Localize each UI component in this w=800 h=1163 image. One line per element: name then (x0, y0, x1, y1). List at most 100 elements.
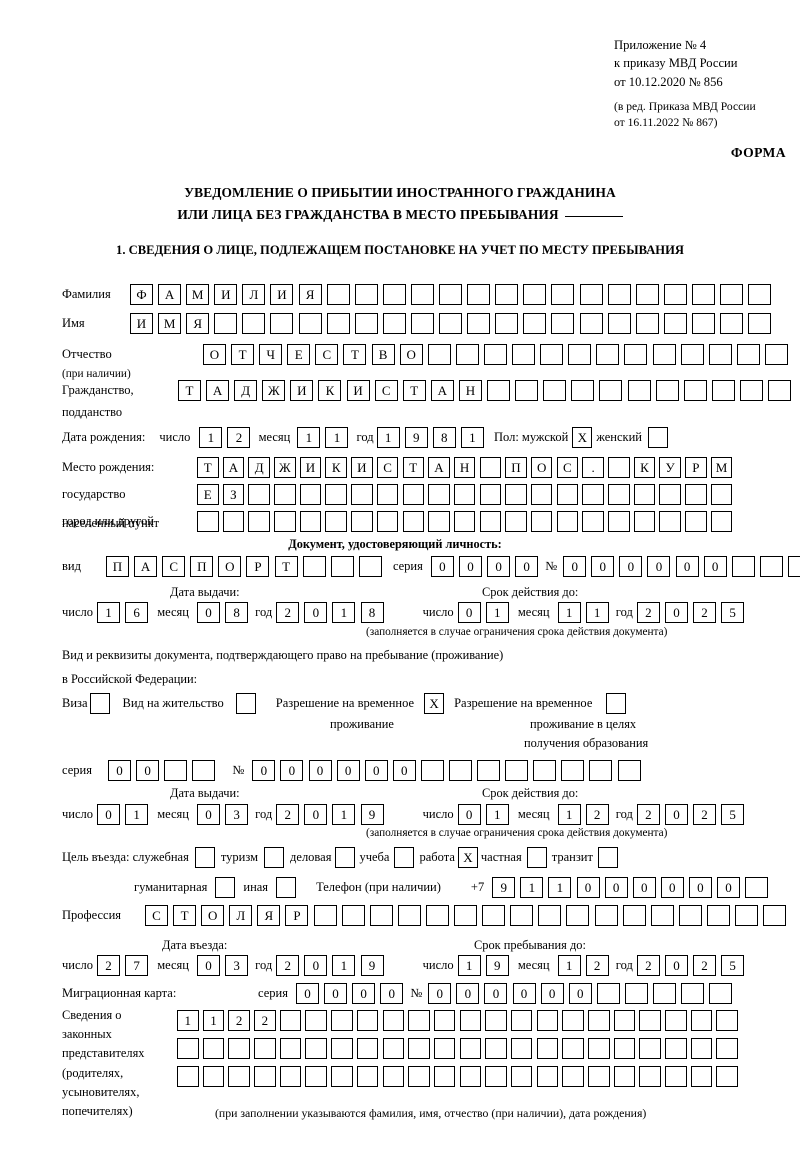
char-cell[interactable] (613, 1038, 636, 1059)
char-cell[interactable]: Д (248, 457, 270, 478)
char-cell[interactable] (763, 905, 787, 926)
char-cell[interactable]: 0 (675, 556, 699, 577)
sex-female-checkbox[interactable] (647, 427, 668, 448)
char-cell[interactable] (685, 511, 707, 532)
char-cell[interactable]: Т (178, 380, 201, 401)
purpose-work-checkbox[interactable]: X (457, 847, 478, 868)
char-cell[interactable] (624, 344, 648, 365)
digit-cell[interactable]: 2 (585, 804, 609, 825)
char-cell[interactable] (659, 484, 681, 505)
digit-cell[interactable]: 0 (304, 804, 328, 825)
digit-cell[interactable]: 2 (693, 602, 717, 623)
digit-cell[interactable]: 2 (636, 955, 660, 976)
char-cell[interactable] (691, 313, 715, 334)
char-cell[interactable] (326, 284, 350, 305)
digit-cell[interactable]: 0 (196, 955, 220, 976)
char-cell[interactable] (659, 511, 681, 532)
char-cell[interactable] (254, 1038, 276, 1059)
char-cell[interactable] (719, 284, 743, 305)
char-cell[interactable]: Т (274, 556, 298, 577)
char-cell[interactable]: 0 (568, 983, 592, 1004)
char-cell[interactable] (254, 1066, 276, 1087)
char-cell[interactable]: 1 (202, 1010, 225, 1031)
char-cell[interactable] (202, 1038, 225, 1059)
char-cell[interactable] (177, 1066, 199, 1087)
char-cell[interactable] (358, 556, 382, 577)
char-cell[interactable] (410, 284, 434, 305)
char-cell[interactable] (512, 344, 536, 365)
char-cell[interactable]: Ж (262, 380, 286, 401)
char-cell[interactable] (482, 905, 506, 926)
char-cell[interactable]: А (222, 457, 245, 478)
digit-cell[interactable]: 9 (360, 804, 384, 825)
char-cell[interactable] (562, 1010, 584, 1031)
char-cell[interactable] (523, 284, 547, 305)
char-cell[interactable]: Л (229, 905, 253, 926)
residence-permit-checkbox[interactable] (235, 693, 256, 714)
char-cell[interactable] (428, 511, 450, 532)
char-cell[interactable]: 0 (108, 760, 131, 781)
char-cell[interactable] (734, 905, 758, 926)
purpose-other-checkbox[interactable] (276, 877, 297, 898)
char-cell[interactable] (382, 313, 406, 334)
char-cell[interactable] (571, 380, 595, 401)
char-cell[interactable] (608, 484, 630, 505)
char-cell[interactable] (588, 1010, 610, 1031)
digit-cell[interactable]: 3 (225, 804, 249, 825)
char-cell[interactable]: 0 (716, 877, 740, 898)
char-cell[interactable]: 0 (428, 983, 452, 1004)
char-cell[interactable]: Я (257, 905, 281, 926)
char-cell[interactable] (764, 344, 788, 365)
char-cell[interactable]: 0 (515, 556, 539, 577)
char-cell[interactable] (341, 905, 365, 926)
char-cell[interactable] (562, 1066, 584, 1087)
char-cell[interactable] (568, 344, 592, 365)
char-cell[interactable]: 0 (136, 760, 160, 781)
char-cell[interactable] (453, 511, 476, 532)
char-cell[interactable] (566, 905, 590, 926)
char-cell[interactable] (633, 511, 656, 532)
char-cell[interactable] (197, 511, 219, 532)
digit-cell[interactable]: 0 (664, 804, 688, 825)
char-cell[interactable]: 0 (576, 877, 600, 898)
char-cell[interactable] (325, 484, 347, 505)
char-cell[interactable] (608, 511, 630, 532)
char-cell[interactable]: Ч (259, 344, 283, 365)
char-cell[interactable] (652, 344, 676, 365)
char-cell[interactable]: 0 (604, 877, 628, 898)
char-cell[interactable] (325, 511, 347, 532)
digit-cell[interactable]: 2 (276, 804, 300, 825)
char-cell[interactable] (479, 457, 502, 478)
digit-cell[interactable]: 8 (432, 427, 456, 448)
char-cell[interactable] (305, 1066, 327, 1087)
char-cell[interactable] (533, 760, 557, 781)
char-cell[interactable] (681, 983, 705, 1004)
char-cell[interactable] (579, 313, 603, 334)
char-cell[interactable] (556, 484, 579, 505)
char-cell[interactable] (716, 1038, 738, 1059)
purpose-business-checkbox[interactable] (335, 847, 356, 868)
char-cell[interactable]: Е (287, 344, 311, 365)
digit-cell[interactable]: 1 (125, 804, 149, 825)
char-cell[interactable] (665, 1066, 687, 1087)
char-cell[interactable] (485, 1010, 507, 1031)
char-cell[interactable]: 0 (487, 556, 511, 577)
char-cell[interactable] (202, 1066, 225, 1087)
char-cell[interactable]: 0 (619, 556, 643, 577)
char-cell[interactable]: К (318, 380, 342, 401)
char-cell[interactable] (376, 511, 399, 532)
char-cell[interactable] (711, 380, 735, 401)
char-cell[interactable] (330, 556, 354, 577)
char-cell[interactable]: С (162, 556, 186, 577)
char-cell[interactable] (228, 1066, 250, 1087)
char-cell[interactable] (467, 284, 491, 305)
char-cell[interactable] (551, 313, 575, 334)
